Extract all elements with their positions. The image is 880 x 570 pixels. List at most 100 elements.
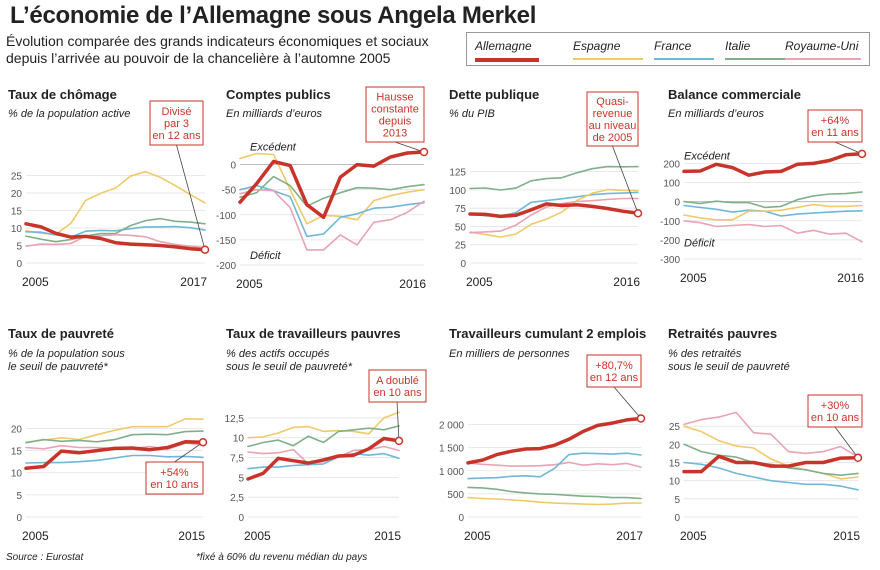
annotation-text: en 12 ans: [590, 372, 639, 384]
end-point-marker: [857, 149, 867, 159]
series-line-allemagne: [468, 202, 640, 219]
legend-swatch-italie: [725, 58, 785, 60]
annotation-leader: [396, 401, 400, 441]
chart-taux-de-ch-mage: Taux de chômage % de la population active…: [8, 87, 210, 289]
y-tick-label: 200: [663, 159, 680, 170]
y-tick-label: 0: [460, 259, 466, 270]
legend-swatch-royaume-uni: [785, 58, 861, 60]
chart-comptes-publics: Comptes publics En milliards d’euros -200 -…: [216, 86, 429, 291]
y-tick-label: 0: [458, 513, 464, 524]
legend: Allemagne Espagne France Italie Royaume-…: [466, 32, 870, 66]
legend-label-italie: Italie: [725, 39, 751, 53]
series-line-allemagne: [24, 440, 205, 471]
series-line-france: [683, 204, 863, 217]
annotation-text: +54%: [160, 467, 189, 479]
x-tick-label: 2005: [466, 275, 493, 289]
annotation-text: par 3: [164, 118, 189, 130]
annotation-text: +30%: [821, 400, 850, 412]
y-tick-label: 12,5: [225, 414, 245, 425]
chart-title: Retraités pauvres: [668, 326, 777, 341]
source-note: Source : Eurostat: [6, 552, 84, 563]
chart-subtitle: sous le seuil de pauvreté*: [226, 361, 353, 373]
annotation-leader: [613, 386, 642, 419]
annotation-leader: [612, 145, 639, 214]
series-line-allemagne: [24, 222, 207, 252]
y-tick-label: -200: [216, 261, 236, 272]
x-tick-label: 2017: [180, 275, 207, 289]
annotation-text: en 11 ans: [811, 127, 859, 139]
x-tick-label: 2005: [22, 529, 49, 543]
y-tick-label: 20: [11, 189, 23, 200]
y-tick-label: 10: [11, 224, 23, 235]
y-tick-label: 20: [11, 424, 23, 435]
deficit-label: Déficit: [250, 250, 282, 262]
y-tick-label: 0: [16, 513, 22, 524]
annotation-leader: [834, 141, 863, 155]
series-line-france: [25, 454, 204, 464]
chart-taux-de-pauvret-: Taux de pauvreté % de la population sousl…: [8, 326, 208, 543]
footnote: *fixé à 60% du revenu médian du pays: [196, 552, 368, 563]
legend-item-france: France: [654, 39, 714, 60]
annotation-box: [149, 100, 204, 146]
x-tick-label: 2005: [464, 529, 491, 543]
chart-subtitle: % des retraités: [668, 348, 742, 360]
series-line-espagne: [683, 425, 859, 480]
annotation-box: [807, 394, 863, 428]
chart-taux-de-travailleurs-pauvres: Taux de travailleurs pauvres % des actifs…: [225, 326, 427, 543]
x-tick-label: 2015: [374, 529, 401, 543]
series-line-royaume-uni: [239, 188, 425, 251]
y-tick-label: -150: [216, 236, 236, 247]
series-line-france: [683, 461, 859, 491]
series-line-espagne: [25, 170, 206, 236]
end-point-marker: [633, 208, 643, 218]
chart-subtitle: % de la population sous: [8, 348, 125, 360]
y-tick-label: 25: [455, 241, 467, 252]
series-line-royaume-uni: [467, 461, 642, 468]
chart-subtitle: sous le seuil de pauvreté: [668, 361, 790, 373]
chart-travailleurs-cumulant-2-emplois: Travailleurs cumulant 2 emplois En millie…: [439, 326, 646, 543]
x-tick-label: 2005: [680, 271, 707, 285]
y-tick-label: 15: [11, 207, 23, 218]
annotation-box: [586, 91, 639, 147]
end-point-marker: [394, 436, 404, 446]
annotation-box: [586, 354, 642, 388]
legend-item-italie: Italie: [725, 39, 785, 60]
end-point-marker: [419, 147, 429, 157]
series-line-france: [467, 452, 642, 480]
annotation-text: en 12 ans: [152, 130, 201, 142]
annotation-box: [807, 109, 863, 143]
chart-subtitle: % du PIB: [449, 108, 495, 120]
y-tick-label: 5: [16, 491, 22, 502]
x-tick-label: 2005: [680, 529, 707, 543]
y-tick-label: -100: [660, 217, 680, 228]
chart-title: Comptes publics: [226, 87, 331, 102]
series-line-espagne: [683, 203, 863, 221]
series-line-allemagne: [238, 150, 426, 220]
annotation-text: en 10 ans: [150, 479, 199, 491]
series-line-italie: [683, 443, 859, 477]
annotation-leader: [174, 441, 204, 463]
annotation-text: en 10 ans: [373, 387, 422, 399]
x-tick-label: 2016: [613, 275, 640, 289]
chart-subtitle: % de la population active: [8, 108, 130, 120]
x-tick-label: 2016: [837, 271, 864, 285]
y-tick-label: 0: [16, 259, 22, 270]
annotation-text: revenue: [593, 108, 633, 120]
legend-item-royaume-uni: Royaume-Uni: [785, 39, 861, 60]
chart-dette-publique: Dette publique % du PIB 0 25 50 75 100 125 2005 2…: [449, 87, 643, 289]
annotation-text: +80,7%: [595, 360, 633, 372]
annotation-text: Hausse: [376, 92, 413, 104]
y-tick-label: 2 000: [439, 421, 464, 432]
y-tick-label: 1 500: [439, 444, 464, 455]
x-tick-label: 2015: [833, 529, 860, 543]
y-tick-label: 25: [11, 172, 23, 183]
annotation-leader: [834, 426, 859, 459]
surplus-label: Excédent: [684, 151, 731, 163]
y-tick-label: -100: [216, 211, 236, 222]
series-line-royaume-uni: [25, 233, 206, 249]
series-line-allemagne: [466, 416, 643, 465]
y-tick-label: 5: [674, 495, 680, 506]
y-tick-label: 100: [449, 186, 466, 197]
